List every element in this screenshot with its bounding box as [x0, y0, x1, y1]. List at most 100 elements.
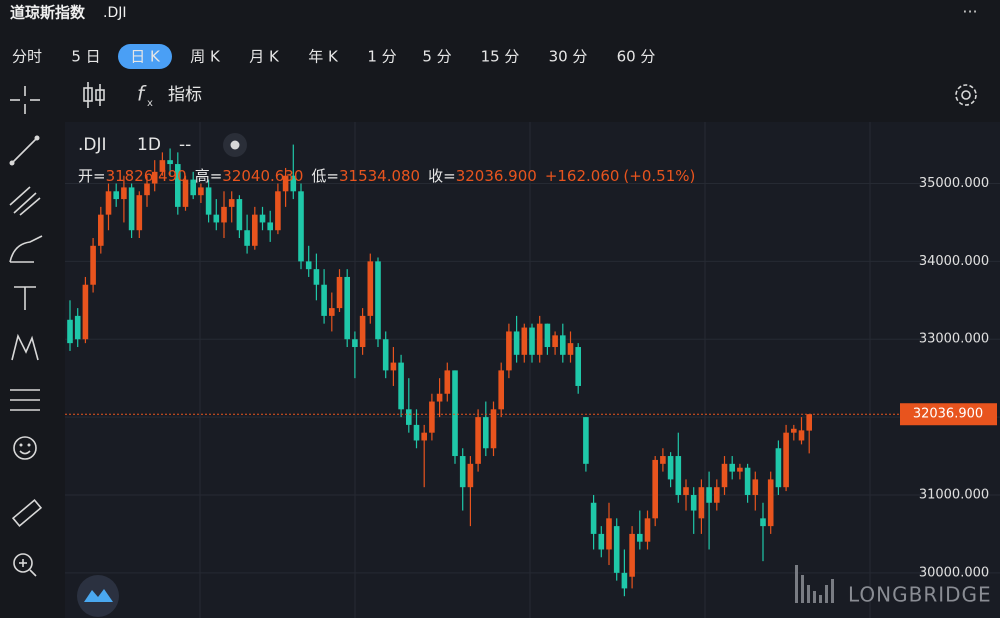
- candle-body: [444, 370, 451, 394]
- candle-body: [352, 339, 358, 348]
- candle-body: [721, 463, 728, 488]
- text-tool[interactable]: [14, 286, 36, 310]
- watermark: LONGBRIDGE: [848, 583, 992, 607]
- candle-body: [806, 414, 812, 431]
- candle-body: [490, 409, 497, 449]
- candle-type-button[interactable]: [83, 82, 105, 108]
- fib-tool[interactable]: [10, 389, 40, 411]
- candle-body: [629, 533, 635, 577]
- indicator-button[interactable]: 指标: [168, 85, 202, 105]
- candle-body: [544, 323, 551, 348]
- tab[interactable]: 1 分: [367, 48, 396, 66]
- pattern-tool[interactable]: [11, 333, 39, 361]
- info-value: 31534.080: [339, 167, 420, 185]
- channel-tool[interactable]: [9, 186, 41, 216]
- tab[interactable]: 年 K: [308, 48, 339, 66]
- candles: [67, 144, 812, 597]
- y-tick-label: 30000.000: [919, 565, 989, 580]
- candle-body: [452, 370, 458, 457]
- candle-body: [182, 179, 189, 207]
- zoom-tool[interactable]: [13, 553, 37, 577]
- emoji-tool[interactable]: [13, 436, 37, 460]
- candle-body: [205, 187, 212, 215]
- candle-body: [321, 284, 327, 316]
- candle-body: [67, 319, 73, 344]
- drawing-tools: [9, 86, 43, 577]
- chart-period: 1D: [137, 135, 161, 155]
- selected-tab-bg: [118, 44, 172, 69]
- candle-body: [298, 191, 304, 262]
- brush-tool[interactable]: [9, 235, 43, 263]
- candle-body: [282, 175, 289, 192]
- candle-body: [744, 467, 751, 495]
- last-price-box: [900, 403, 997, 426]
- candle-body: [336, 276, 343, 309]
- tab[interactable]: 日 K: [130, 48, 161, 66]
- info-key: 低=: [311, 167, 339, 185]
- candle-body: [413, 424, 420, 441]
- candle-body: [144, 183, 150, 196]
- y-tick-label: 35000.000: [919, 176, 989, 191]
- candle-body: [760, 518, 766, 527]
- candle-body: [136, 195, 143, 231]
- candle-body: [513, 331, 520, 355]
- candle-body: [159, 160, 166, 172]
- candle-body: [767, 479, 774, 527]
- candle-body: [698, 487, 705, 519]
- tab[interactable]: 5 分: [422, 48, 451, 66]
- candle-body: [267, 222, 273, 231]
- candle-body: [375, 261, 381, 340]
- candle-body: [459, 456, 466, 488]
- candle-body: [259, 214, 266, 223]
- ruler-tool[interactable]: [11, 499, 43, 527]
- menu-button[interactable]: ...: [962, 0, 977, 17]
- candle-body: [221, 206, 227, 223]
- candle-body: [98, 214, 104, 246]
- candle-body: [660, 456, 666, 464]
- app-logo-button[interactable]: [77, 575, 119, 617]
- candle-body: [305, 261, 312, 270]
- candle-body: [128, 187, 135, 231]
- info-value: 31826.490: [106, 167, 187, 185]
- info-key: 开=: [78, 167, 106, 185]
- tab[interactable]: 30 分: [549, 48, 588, 66]
- candle-body: [151, 171, 158, 184]
- candle-body: [775, 448, 782, 488]
- line-tool[interactable]: [9, 135, 40, 166]
- crosshair-tool[interactable]: [10, 86, 40, 114]
- candle-body: [390, 362, 397, 371]
- candle-body: [575, 347, 581, 386]
- y-tick-label: 33000.000: [919, 332, 989, 347]
- chart-dashes: --: [179, 135, 191, 155]
- tab[interactable]: 月 K: [249, 48, 280, 66]
- chart-symbol: .DJI: [78, 135, 107, 155]
- tab[interactable]: 60 分: [617, 48, 656, 66]
- tab[interactable]: 分时: [12, 48, 42, 66]
- candle-body: [675, 456, 682, 495]
- y-axis: 30000.00031000.00032000.00033000.0003400…: [65, 176, 997, 580]
- candle-body: [652, 459, 658, 519]
- candle-body: [783, 432, 789, 488]
- candle-body: [798, 430, 805, 441]
- settings-button[interactable]: [955, 84, 977, 106]
- candle-body: [567, 343, 574, 355]
- candle-body: [475, 417, 481, 464]
- candle-body: [483, 417, 489, 449]
- info-change-pct: (+0.51%): [623, 167, 695, 185]
- candle-body: [637, 533, 643, 542]
- candle-body: [714, 487, 720, 503]
- tab[interactable]: 15 分: [481, 48, 520, 66]
- visibility-dot: [230, 140, 240, 150]
- candle-body: [82, 284, 89, 340]
- info-value: 32036.900: [456, 167, 537, 185]
- candle-body: [506, 331, 512, 371]
- tab[interactable]: 周 K: [190, 48, 221, 66]
- candle-body: [529, 327, 535, 355]
- ohlc-info: 开=31826.490 高=32040.630 低=31534.080 收=32036…: [78, 167, 695, 185]
- candle-body: [236, 199, 243, 231]
- tab[interactable]: 5 日: [71, 48, 100, 66]
- candle-body: [498, 370, 504, 410]
- candle-body: [436, 393, 443, 402]
- candle-body: [121, 187, 127, 200]
- candle-body: [198, 187, 204, 196]
